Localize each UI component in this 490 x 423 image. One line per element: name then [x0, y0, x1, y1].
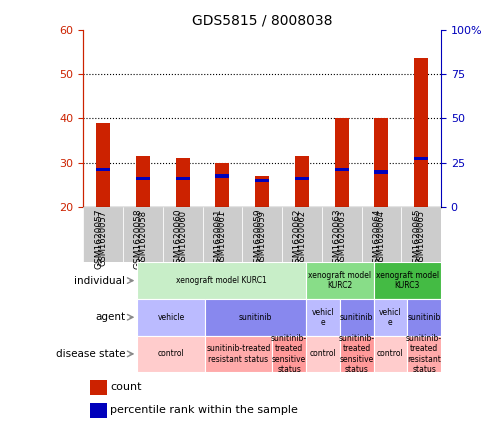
- FancyBboxPatch shape: [83, 207, 123, 262]
- Text: GSM1620064: GSM1620064: [372, 209, 381, 269]
- Bar: [176, 158, 190, 207]
- Text: GSM1620062: GSM1620062: [297, 210, 306, 266]
- Text: GSM1620058: GSM1620058: [138, 210, 147, 266]
- FancyBboxPatch shape: [282, 207, 322, 262]
- FancyBboxPatch shape: [407, 335, 441, 372]
- Text: GSM1620063: GSM1620063: [333, 209, 342, 269]
- Bar: [335, 168, 348, 171]
- Text: GSM1620062: GSM1620062: [293, 209, 302, 269]
- Text: vehicle: vehicle: [157, 313, 185, 322]
- Text: GSM1620058: GSM1620058: [134, 209, 143, 269]
- Bar: [414, 157, 428, 160]
- FancyBboxPatch shape: [306, 299, 340, 335]
- Text: GSM1620061: GSM1620061: [218, 210, 227, 266]
- Title: GDS5815 / 8008038: GDS5815 / 8008038: [192, 13, 332, 27]
- Bar: [414, 58, 428, 207]
- Text: GSM1620057: GSM1620057: [94, 209, 103, 269]
- FancyBboxPatch shape: [373, 299, 407, 335]
- Bar: [96, 168, 110, 171]
- Bar: [255, 176, 269, 207]
- Bar: [136, 177, 150, 180]
- FancyBboxPatch shape: [373, 335, 407, 372]
- Text: xenograft model
KURC2: xenograft model KURC2: [308, 271, 371, 290]
- FancyBboxPatch shape: [137, 299, 205, 335]
- Text: sunitinib: sunitinib: [340, 313, 373, 322]
- Text: xenograft model KURC1: xenograft model KURC1: [176, 276, 267, 285]
- FancyBboxPatch shape: [242, 207, 282, 262]
- Bar: [295, 177, 309, 180]
- Text: sunitinib-
treated
sensitive
status: sunitinib- treated sensitive status: [271, 334, 307, 374]
- Text: control: control: [158, 349, 184, 358]
- Bar: [255, 179, 269, 182]
- Text: vehicl
e: vehicl e: [379, 308, 402, 327]
- FancyBboxPatch shape: [137, 335, 205, 372]
- Text: sunitinib-
treated
sensitive
status: sunitinib- treated sensitive status: [339, 334, 375, 374]
- FancyBboxPatch shape: [202, 207, 242, 262]
- Text: count: count: [110, 382, 142, 393]
- Bar: [335, 118, 348, 207]
- Text: control: control: [377, 349, 404, 358]
- Text: GSM1620065: GSM1620065: [416, 210, 426, 266]
- FancyBboxPatch shape: [340, 335, 373, 372]
- Text: GSM1620060: GSM1620060: [173, 209, 183, 269]
- FancyBboxPatch shape: [362, 207, 401, 262]
- Bar: [96, 123, 110, 207]
- Bar: [176, 177, 190, 180]
- FancyBboxPatch shape: [322, 207, 362, 262]
- Text: GSM1620057: GSM1620057: [98, 210, 108, 266]
- Text: sunitinib-
treated
resistant
status: sunitinib- treated resistant status: [406, 334, 442, 374]
- Bar: [216, 174, 229, 178]
- Bar: [295, 156, 309, 207]
- FancyBboxPatch shape: [306, 262, 373, 299]
- Text: GSM1620059: GSM1620059: [258, 210, 267, 266]
- FancyBboxPatch shape: [340, 299, 373, 335]
- Text: control: control: [310, 349, 336, 358]
- Text: individual: individual: [74, 276, 125, 286]
- FancyBboxPatch shape: [407, 299, 441, 335]
- Text: xenograft model
KURC3: xenograft model KURC3: [376, 271, 439, 290]
- Bar: [374, 118, 389, 207]
- Text: agent: agent: [96, 312, 125, 322]
- Text: GSM1620060: GSM1620060: [178, 210, 187, 266]
- Text: GSM1620065: GSM1620065: [412, 209, 421, 269]
- Bar: [91, 380, 106, 395]
- FancyBboxPatch shape: [373, 262, 441, 299]
- FancyBboxPatch shape: [205, 335, 272, 372]
- Text: GSM1620063: GSM1620063: [337, 210, 346, 266]
- FancyBboxPatch shape: [123, 207, 163, 262]
- Text: vehicl
e: vehicl e: [312, 308, 334, 327]
- Bar: [91, 403, 106, 418]
- Text: GSM1620064: GSM1620064: [377, 210, 386, 266]
- FancyBboxPatch shape: [401, 207, 441, 262]
- Bar: [374, 170, 389, 173]
- Text: sunitinib: sunitinib: [239, 313, 272, 322]
- Text: GSM1620061: GSM1620061: [214, 209, 222, 269]
- FancyBboxPatch shape: [306, 335, 340, 372]
- Bar: [136, 156, 150, 207]
- FancyBboxPatch shape: [137, 262, 306, 299]
- Bar: [216, 163, 229, 207]
- FancyBboxPatch shape: [163, 207, 202, 262]
- Text: disease state: disease state: [56, 349, 125, 359]
- Text: sunitinib: sunitinib: [408, 313, 441, 322]
- FancyBboxPatch shape: [272, 335, 306, 372]
- Text: sunitinib-treated
resistant status: sunitinib-treated resistant status: [206, 344, 270, 364]
- FancyBboxPatch shape: [205, 299, 306, 335]
- Text: percentile rank within the sample: percentile rank within the sample: [110, 405, 298, 415]
- Text: GSM1620059: GSM1620059: [253, 209, 262, 269]
